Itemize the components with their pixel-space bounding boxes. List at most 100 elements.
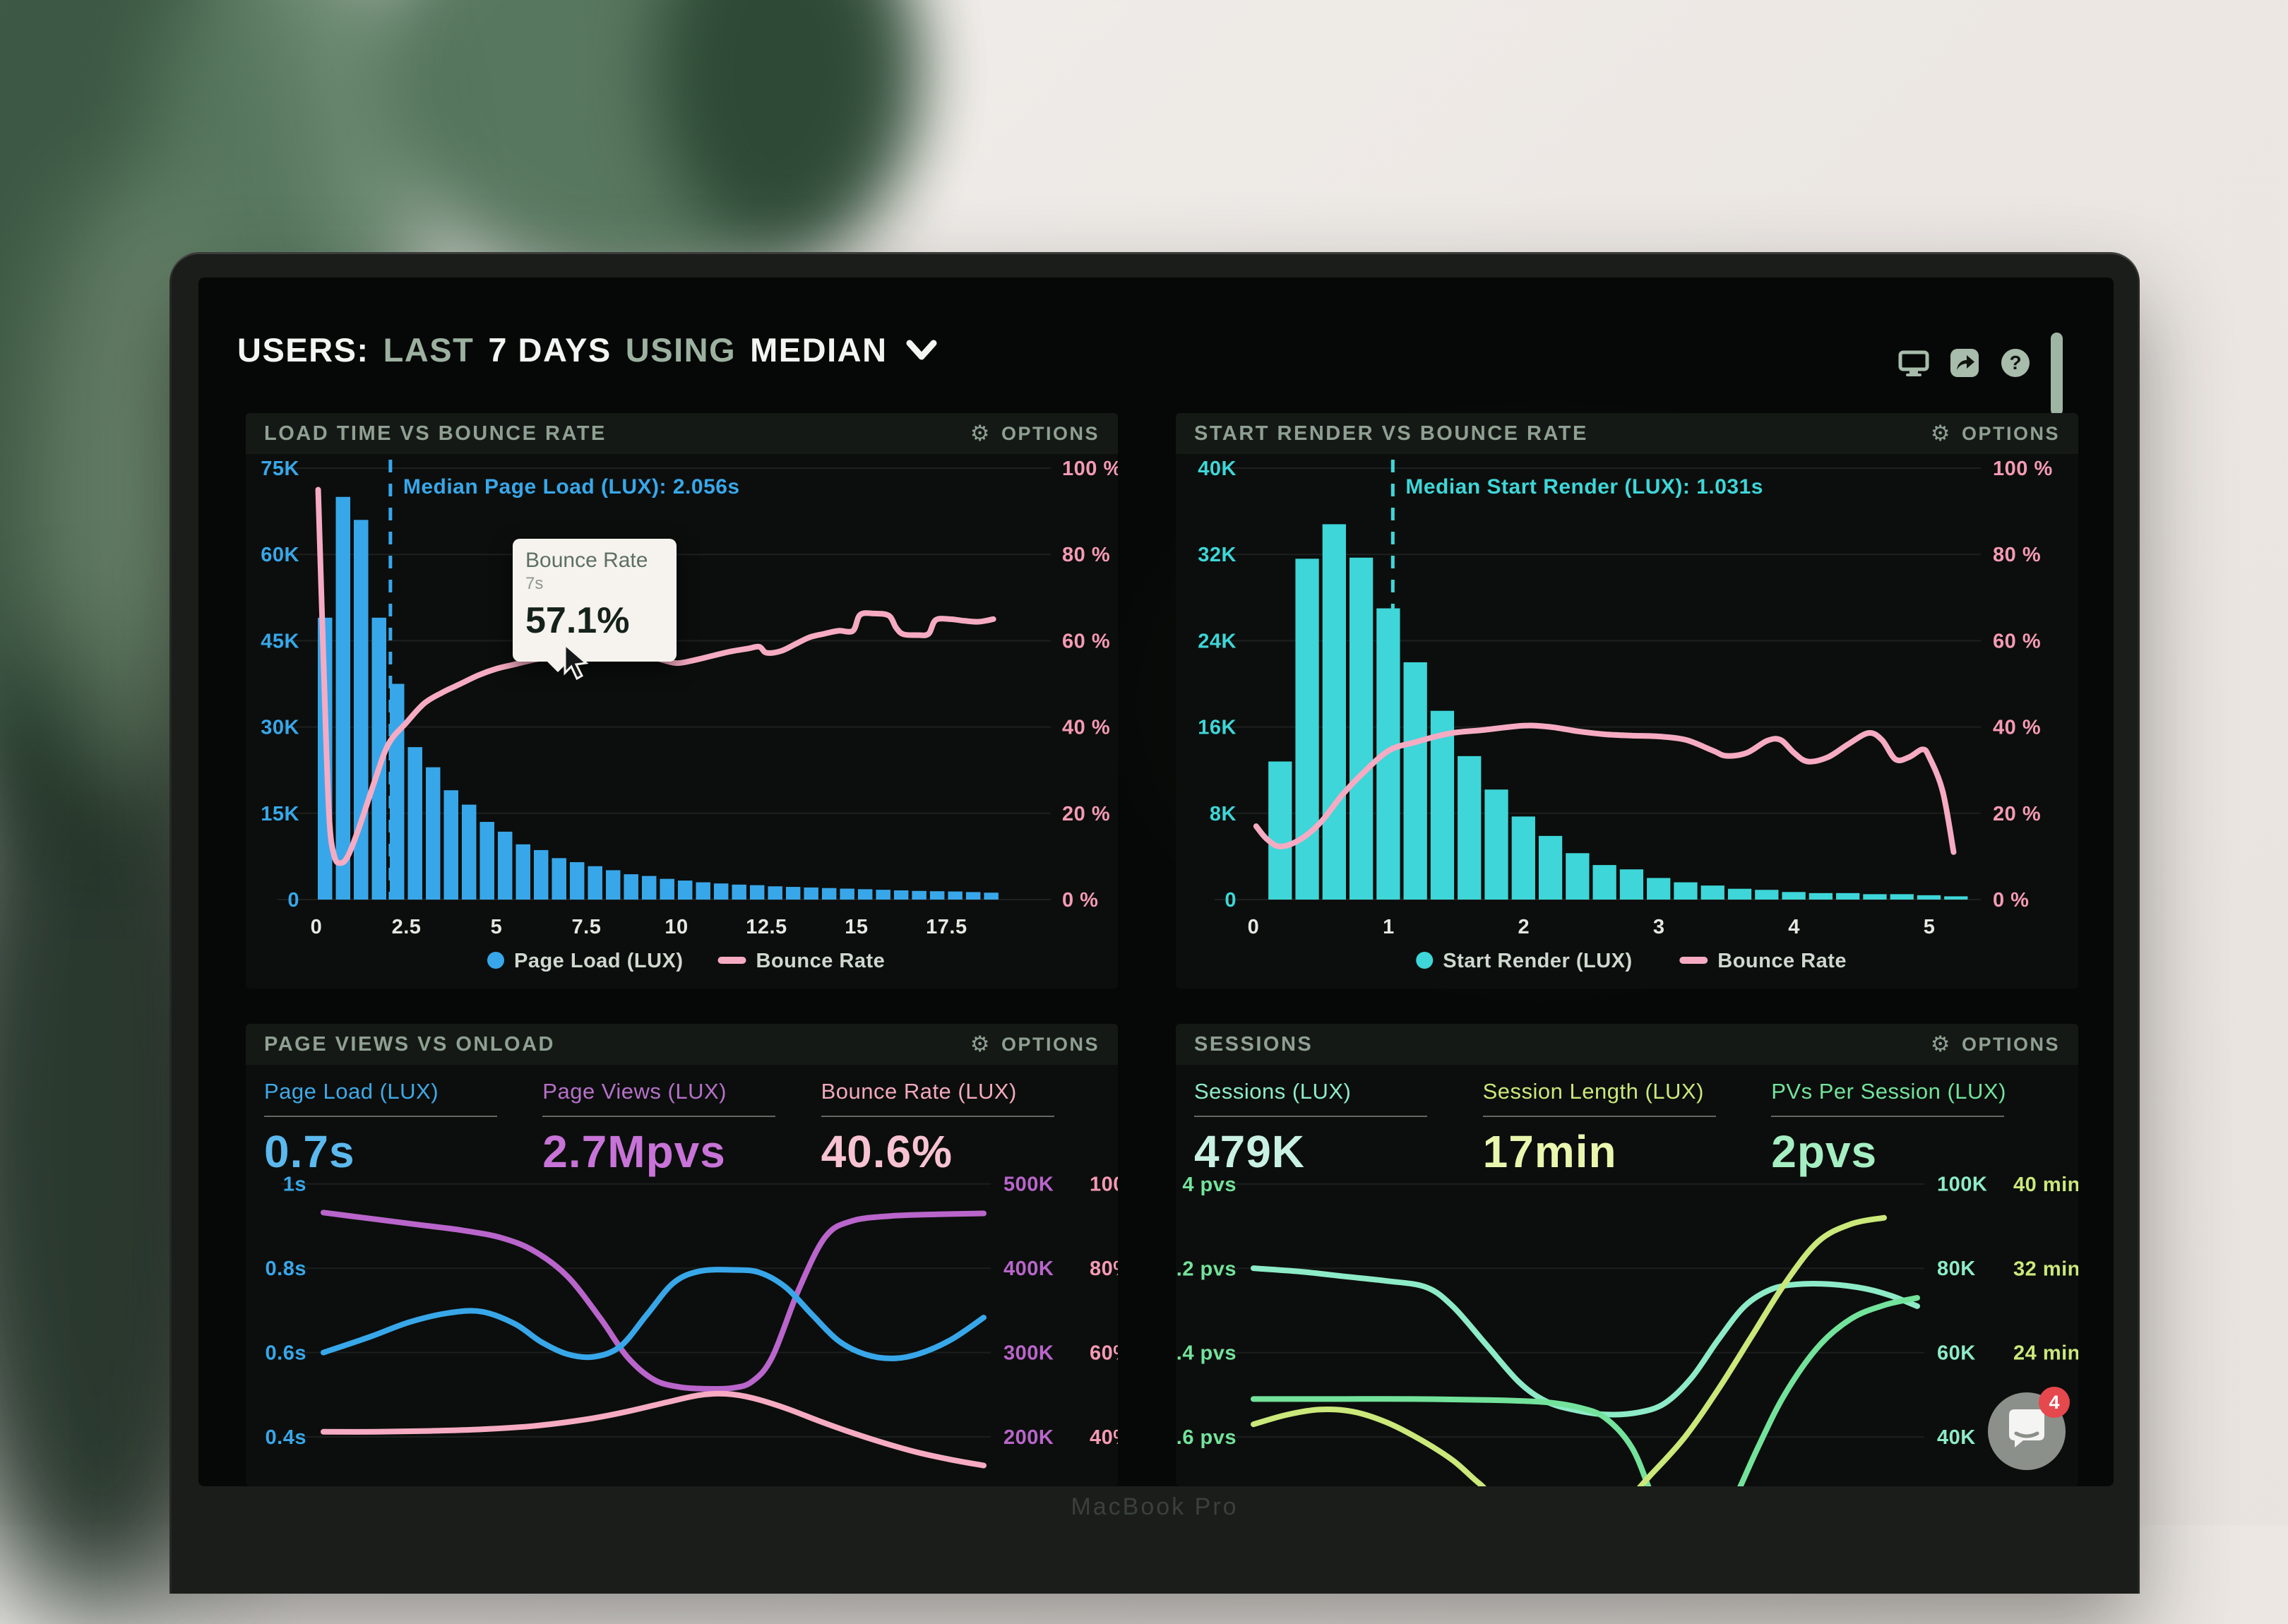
topbar-icons: ? (1897, 347, 2032, 379)
svg-text:200K: 200K (1003, 1426, 1054, 1449)
metric-label: Page Load (LUX) (264, 1079, 439, 1104)
metric-page-views: Page Views (LUX) 2.7Mpvs (542, 1079, 821, 1178)
load-time-chart[interactable]: Median Page Load (LUX): 2.056s 75K 60K 45K 3… (246, 454, 1118, 989)
svg-text:5: 5 (491, 916, 503, 938)
panel-sessions-header: SESSIONS ⚙ OPTIONS (1176, 1024, 2078, 1065)
svg-text:3.2 pvs: 3.2 pvs (1176, 1258, 1237, 1280)
panel-title: START RENDER VS BOUNCE RATE (1194, 422, 1588, 445)
svg-text:Bounce Rate: Bounce Rate (756, 950, 886, 972)
share-icon[interactable] (1948, 347, 1981, 379)
svg-text:75K: 75K (261, 458, 299, 480)
svg-text:?: ? (2009, 352, 2021, 374)
options-button[interactable]: ⚙ OPTIONS (1930, 1031, 2060, 1057)
svg-text:0 %: 0 % (1993, 889, 2029, 912)
svg-text:Bounce Rate: Bounce Rate (1717, 950, 1847, 972)
device-label: MacBook Pro (1071, 1493, 1239, 1520)
svg-text:7.5: 7.5 (572, 916, 602, 938)
svg-text:60 %: 60 % (1062, 630, 1110, 652)
svg-text:0: 0 (1248, 916, 1260, 938)
svg-text:40K: 40K (1937, 1426, 1976, 1449)
svg-text:15: 15 (845, 916, 868, 938)
options-label: OPTIONS (1961, 422, 2060, 444)
options-button[interactable]: ⚙ OPTIONS (970, 422, 1100, 445)
svg-text:60 %: 60 % (1993, 630, 2041, 652)
svg-text:40K: 40K (1198, 458, 1237, 480)
metric-underline (264, 1116, 497, 1117)
metric-value: 479K (1194, 1126, 1305, 1177)
metric-label: PVs Per Session (LUX) (1771, 1079, 2006, 1104)
title-part: USERS: (237, 331, 369, 369)
metric-pvs-per-session: PVs Per Session (LUX) 2pvs (1771, 1079, 2060, 1178)
title-part: MEDIAN (750, 331, 888, 369)
bars-Start Render (LUX) (1268, 524, 1968, 900)
chevron-down-icon[interactable] (906, 340, 937, 361)
metric-value: 0.7s (264, 1126, 355, 1177)
sessions-chart[interactable]: 4 pvs 3.2 pvs 2.4 pvs 1.6 pvs 100K 80K 60K 40K 4… (1176, 1171, 2078, 1486)
svg-text:0.6s: 0.6s (266, 1342, 306, 1365)
panel-load-time-header: LOAD TIME VS BOUNCE RATE ⚙ OPTIONS (246, 413, 1118, 454)
svg-text:15K: 15K (261, 803, 299, 825)
dashboard-screen: USERS: LAST 7 DAYS USING MEDIAN ? (198, 277, 2114, 1486)
help-icon[interactable]: ? (1999, 347, 2032, 379)
svg-text:80K: 80K (1937, 1258, 1976, 1280)
panel-start-render: START RENDER VS BOUNCE RATE ⚙ OPTIONS Me… (1176, 413, 2078, 989)
svg-text:0: 0 (287, 889, 299, 912)
metric-underline (821, 1116, 1054, 1117)
bars-Page Load (LUX) (318, 496, 999, 900)
svg-text:60%: 60% (1090, 1342, 1118, 1365)
svg-text:20 %: 20 % (1993, 803, 2041, 825)
svg-text:1: 1 (1383, 916, 1395, 938)
options-button[interactable]: ⚙ OPTIONS (1930, 420, 2060, 446)
svg-text:4: 4 (1788, 916, 1800, 938)
metric-bounce-rate: Bounce Rate (LUX) 40.6% (821, 1079, 1100, 1178)
svg-text:100 %: 100 % (1993, 458, 2053, 480)
svg-text:100 %: 100 % (1062, 458, 1118, 480)
panel-page-views: PAGE VIEWS VS ONLOAD ⚙ OPTIONS Page Load… (246, 1024, 1118, 1486)
metric-page-load: Page Load (LUX) 0.7s (264, 1079, 542, 1178)
gear-icon: ⚙ (1930, 1031, 1952, 1057)
panel-page-views-header: PAGE VIEWS VS ONLOAD ⚙ OPTIONS (246, 1024, 1118, 1065)
metric-session-length: Session Length (LUX) 17min (1482, 1079, 1772, 1178)
dashboard-title-dropdown[interactable]: USERS: LAST 7 DAYS USING MEDIAN (237, 330, 937, 369)
metric-value: 17min (1482, 1126, 1617, 1177)
metric-label: Sessions (LUX) (1194, 1079, 1352, 1104)
svg-text:2.5: 2.5 (392, 916, 422, 938)
metric-underline (1194, 1116, 1427, 1117)
svg-text:0: 0 (1225, 889, 1237, 912)
options-button[interactable]: ⚙ OPTIONS (970, 1031, 1100, 1057)
metric-value: 2.7Mpvs (542, 1126, 726, 1177)
panel-title: SESSIONS (1194, 1032, 1313, 1056)
svg-text:24 min: 24 min (2013, 1342, 2078, 1365)
svg-text:80%: 80% (1090, 1258, 1118, 1280)
chat-bubble-icon (2009, 1409, 2044, 1447)
line-Bounce Rate (LUX) (321, 1390, 987, 1469)
options-label: OPTIONS (1001, 422, 1100, 444)
monitor-icon[interactable] (1897, 347, 1930, 379)
scrollbar-thumb[interactable] (2051, 333, 2063, 416)
line-Session Length (LUX) (1251, 1214, 1887, 1486)
line-Page Views (LUX) (321, 1210, 987, 1392)
panel-title: PAGE VIEWS VS ONLOAD (264, 1032, 556, 1056)
metric-underline (1482, 1116, 1716, 1117)
svg-text:5: 5 (1924, 916, 1936, 938)
svg-text:500K: 500K (1003, 1174, 1054, 1196)
svg-text:16K: 16K (1198, 717, 1237, 739)
svg-text:60K: 60K (1937, 1342, 1976, 1365)
metric-underline (1771, 1116, 2005, 1117)
svg-text:400K: 400K (1003, 1258, 1054, 1280)
options-label: OPTIONS (1001, 1033, 1100, 1055)
start-render-chart[interactable]: Median Start Render (LUX): 1.031s 40K 32K 2… (1176, 454, 2078, 989)
svg-text:1.6 pvs: 1.6 pvs (1176, 1426, 1237, 1449)
gear-icon: ⚙ (970, 1031, 991, 1057)
page-views-chart[interactable]: 1s 0.8s 0.6s 0.4s 500K 400K 300K 200K 100% 80% 60%… (246, 1171, 1118, 1486)
metric-value: 40.6% (821, 1126, 953, 1177)
legend: Start Render (LUX) Bounce Rate (1416, 950, 1847, 972)
svg-text:3: 3 (1653, 916, 1665, 938)
svg-text:300K: 300K (1003, 1342, 1054, 1365)
svg-text:40%: 40% (1090, 1426, 1118, 1449)
chat-launcher[interactable]: 4 (1988, 1387, 2070, 1470)
panel-title: LOAD TIME VS BOUNCE RATE (264, 422, 607, 445)
gear-icon: ⚙ (1930, 420, 1952, 446)
line-Page Load (LUX) (321, 1267, 987, 1361)
svg-text:2.4 pvs: 2.4 pvs (1176, 1342, 1237, 1365)
